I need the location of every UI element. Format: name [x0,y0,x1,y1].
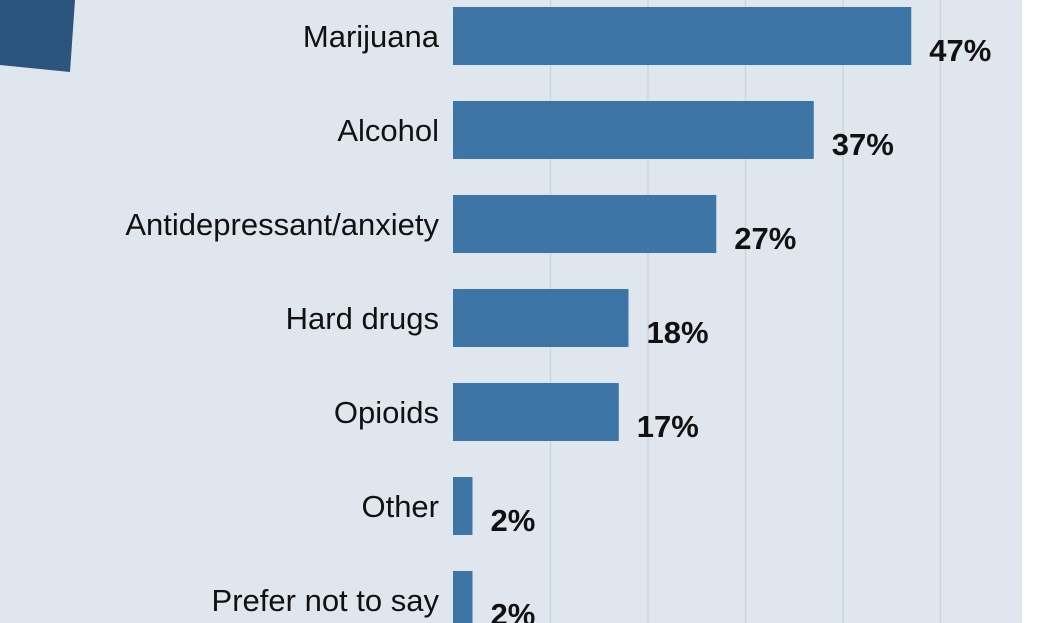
corner-decoration [0,0,75,72]
value-label: 2% [491,503,536,538]
bar-marijuana [453,7,912,65]
bar-prefer-not-to-say [453,571,473,623]
bar-antidepressant-anxiety [453,195,717,253]
category-label: Antidepressant/anxiety [125,207,439,242]
category-label: Opioids [334,395,439,430]
category-label: Marijuana [303,19,440,54]
category-label: Hard drugs [286,301,439,336]
value-label: 37% [832,127,894,162]
value-label: 27% [734,221,796,256]
labels: Marijuana 47% Alcohol 37% Antidepressant/anx… [125,19,991,623]
category-label: Other [361,489,439,524]
bars [453,7,912,623]
category-label: Prefer not to say [212,583,440,618]
value-label: 18% [647,315,709,350]
bar-hard-drugs [453,289,629,347]
value-label: 2% [491,597,536,623]
bar-opioids [453,383,619,441]
value-label: 47% [929,33,991,68]
bar-other [453,477,473,535]
bar-alcohol [453,101,814,159]
value-label: 17% [637,409,699,444]
category-label: Alcohol [337,113,439,148]
